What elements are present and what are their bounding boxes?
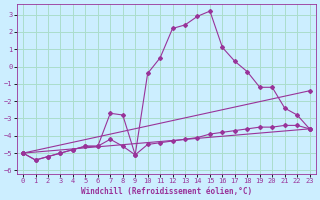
X-axis label: Windchill (Refroidissement éolien,°C): Windchill (Refroidissement éolien,°C): [81, 187, 252, 196]
